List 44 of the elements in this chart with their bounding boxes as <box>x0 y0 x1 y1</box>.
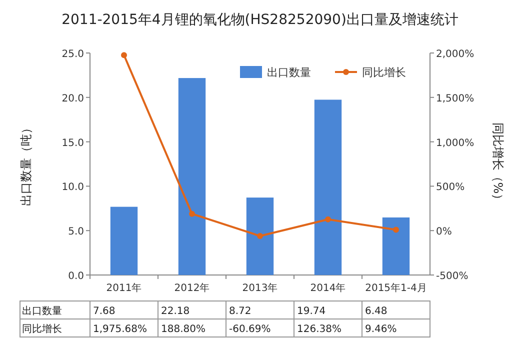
bar <box>110 206 138 275</box>
bar <box>178 78 206 275</box>
x-tick-label: 2012年 <box>174 282 210 294</box>
y2-tick-label: 1,000% <box>436 138 474 149</box>
data-label: 8.72 <box>229 306 252 317</box>
data-label: 6.48 <box>365 306 388 317</box>
point <box>257 232 263 239</box>
point <box>189 210 195 217</box>
y-tick-label: 0.0 <box>68 271 84 282</box>
y-tick-label: 15.0 <box>62 138 84 149</box>
y2-tick-label: 2,000% <box>436 49 474 60</box>
y-tick-label: 5.0 <box>68 226 84 238</box>
data-label: 126.38% <box>297 324 342 335</box>
x-tick-label: 2011年 <box>106 282 142 294</box>
chart-title: 2011-2015年4月锂的氧化物(HS28252090)出口量及增速统计 <box>62 12 458 28</box>
point <box>121 52 127 58</box>
data-label: 9.46% <box>365 324 397 335</box>
bar <box>246 198 274 275</box>
point <box>325 216 331 222</box>
y2-tick-label: 1,500% <box>436 93 474 104</box>
y-axis-title: 出口数量（吨） <box>19 122 33 206</box>
data-label: 7.68 <box>93 306 116 317</box>
x-tick-label: 2015年1-4月 <box>365 282 427 294</box>
y-tick-label: 10.0 <box>62 182 84 194</box>
x-tick-label: 2013年 <box>242 282 278 294</box>
data-label: 19.74 <box>297 306 326 317</box>
bar <box>314 100 342 275</box>
y2-tick-label: -500% <box>436 271 468 282</box>
legend-label: 同比增长 <box>362 66 406 79</box>
text: 出口数量 <box>22 306 62 317</box>
data-label: 188.80% <box>161 324 206 335</box>
text: 同比增长 <box>22 324 62 335</box>
data-label: -60.69% <box>229 324 271 335</box>
y2-tick-label: 0% <box>436 226 452 238</box>
y-tick-label: 25.0 <box>62 49 84 60</box>
y2-tick-label: 500% <box>436 182 465 194</box>
x-tick-label: 2014年 <box>310 282 346 294</box>
point <box>393 226 399 233</box>
y2-axis-title: 同比增长（%） <box>491 122 505 206</box>
y-tick-label: 20.0 <box>62 93 84 104</box>
bar <box>382 217 410 275</box>
data-label: 1,975.68% <box>93 324 148 335</box>
data-label: 22.18 <box>161 306 190 317</box>
legend-label: 出口数量 <box>267 66 311 79</box>
